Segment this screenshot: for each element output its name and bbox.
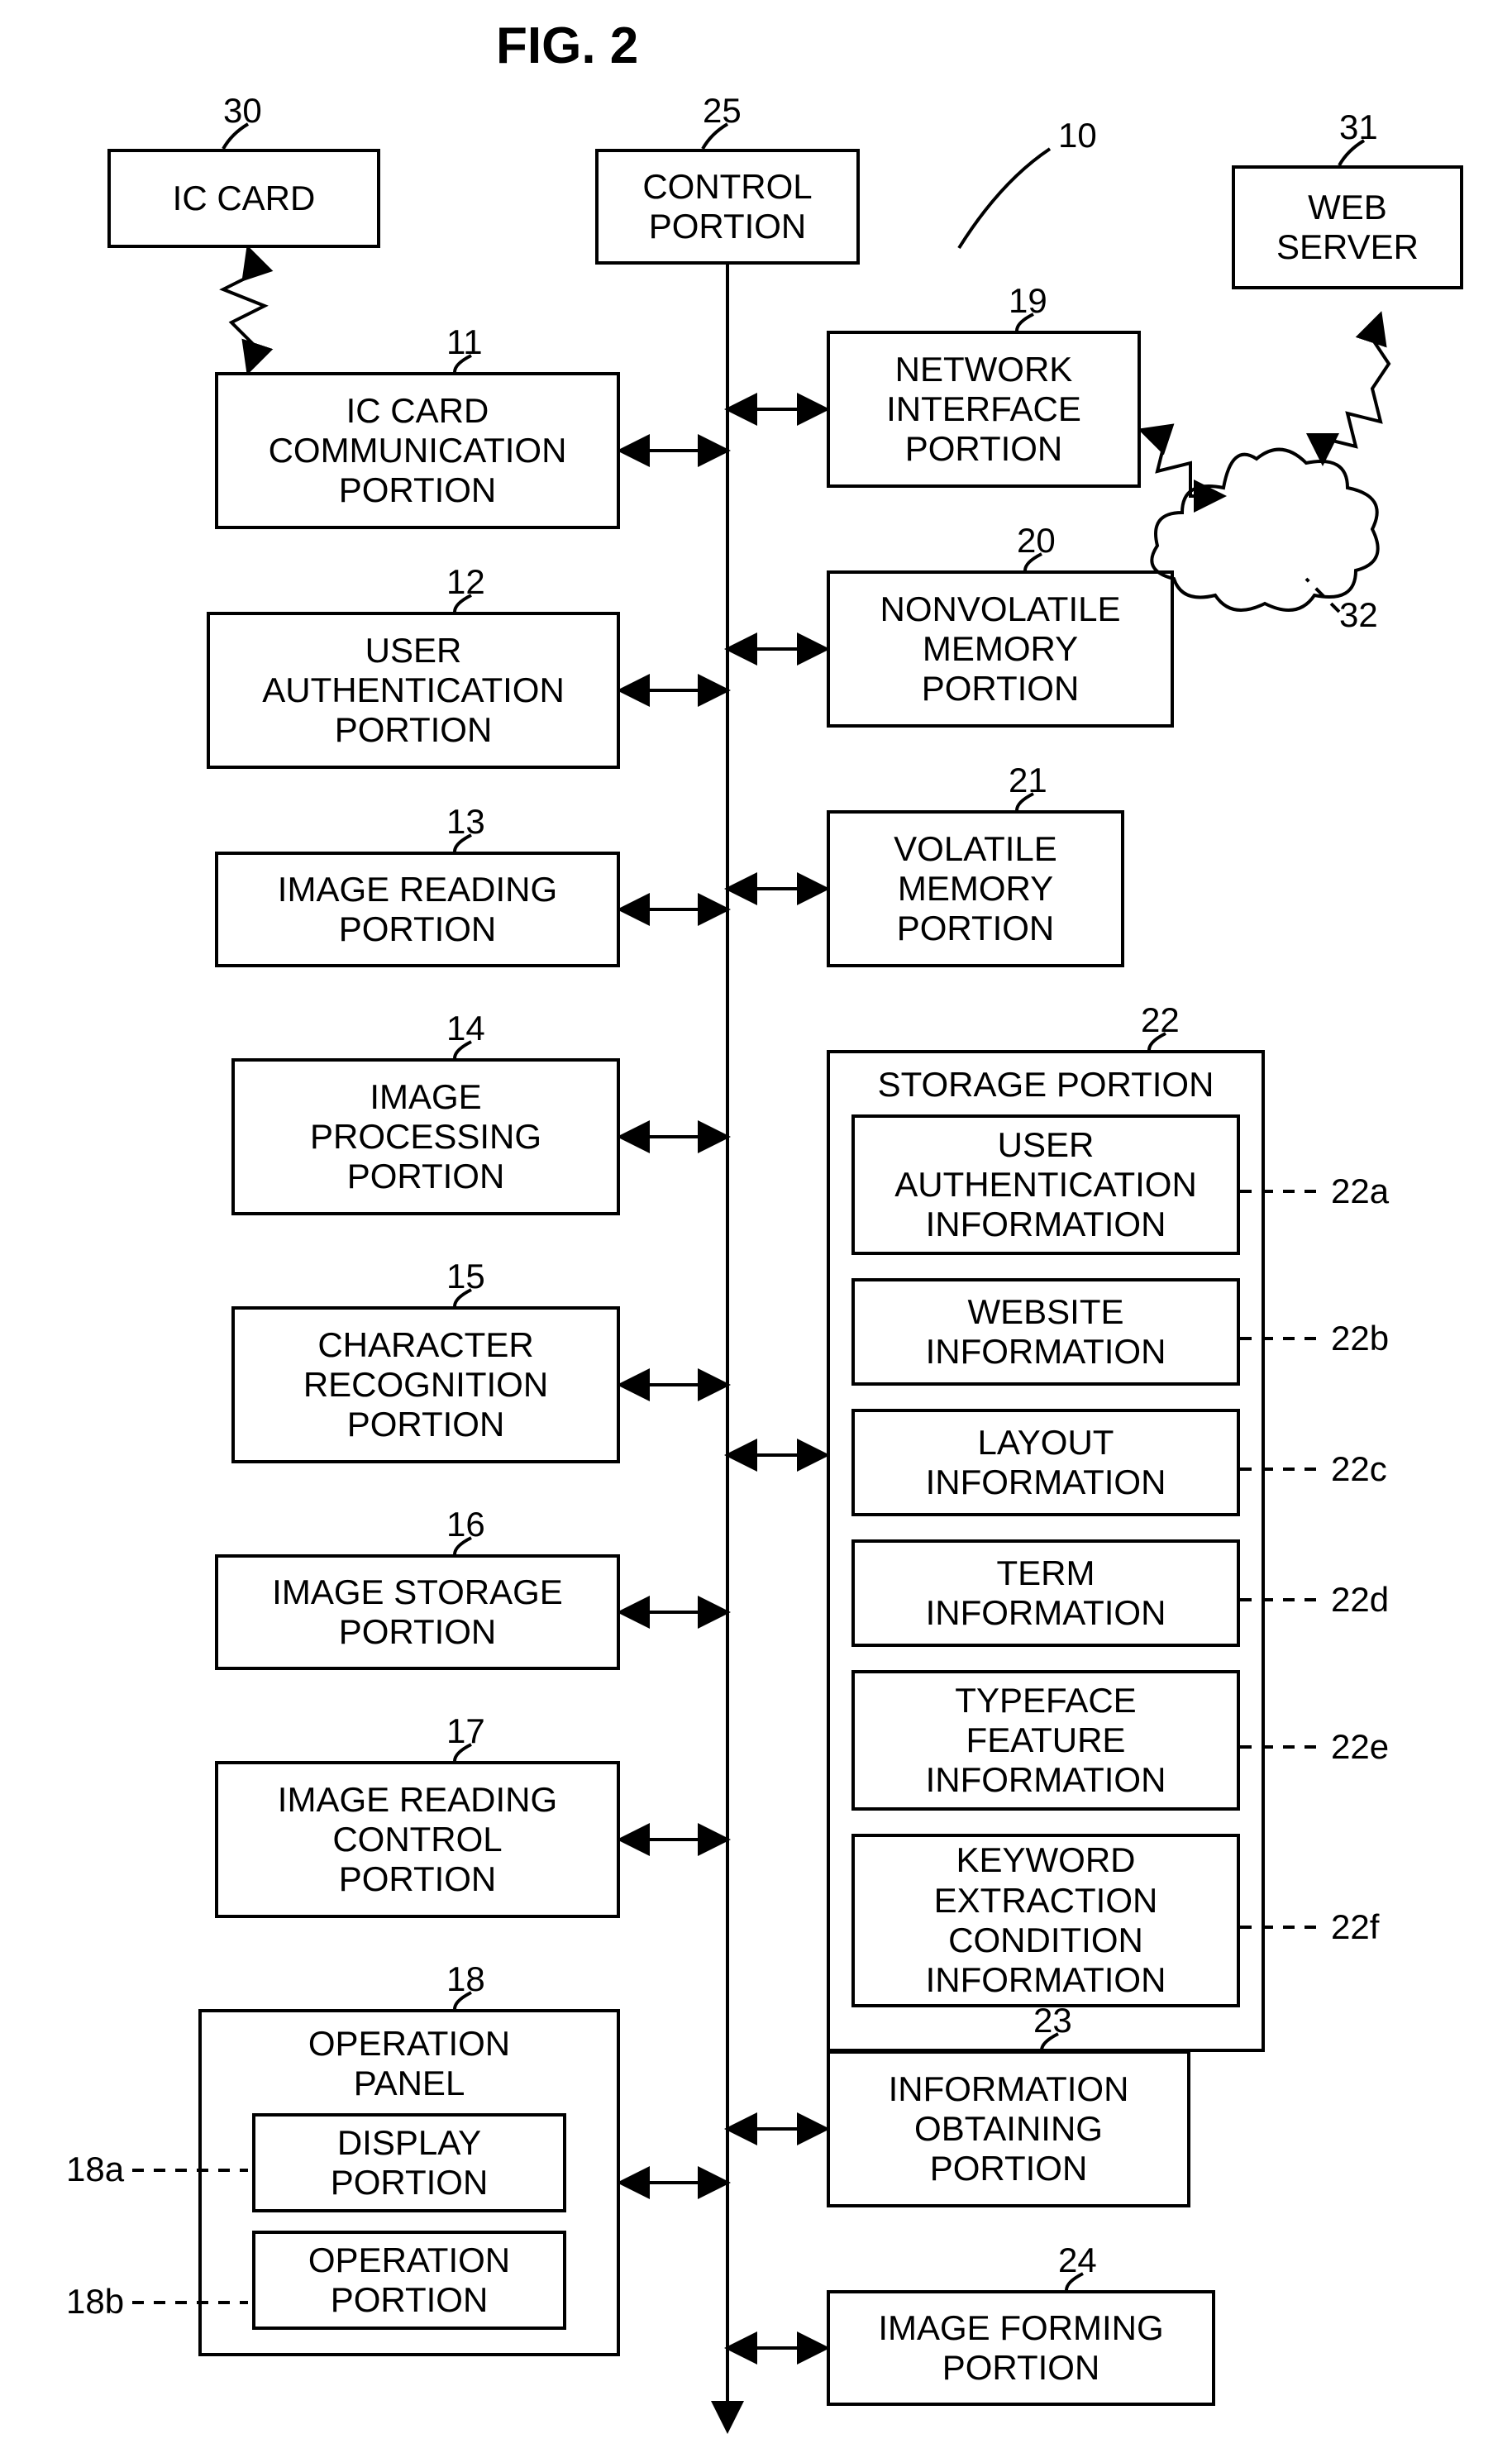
- storage-item-ref: 22c: [1331, 1449, 1387, 1489]
- box-image-processing: IMAGE PROCESSING PORTION: [231, 1058, 620, 1215]
- ref-cloud: 32: [1339, 595, 1378, 635]
- box-info-obtaining: INFORMATION OBTAINING PORTION: [827, 2050, 1190, 2207]
- ref-web-server: 31: [1339, 107, 1378, 147]
- box-user-auth: USER AUTHENTICATION PORTION: [207, 612, 620, 769]
- ref-image-reading: 13: [446, 802, 485, 842]
- ref-operation-portion: 18b: [66, 2282, 124, 2322]
- storage-item-ref: 22d: [1331, 1580, 1389, 1620]
- diagram-canvas: FIG. 2 IC CARD 30 CONTROL PORTION 25 WEB…: [0, 0, 1512, 2453]
- ref-nonvolatile-mem: 20: [1017, 521, 1056, 561]
- box-control-portion: CONTROL PORTION: [595, 149, 860, 265]
- ref-op-panel: 18: [446, 1959, 485, 1999]
- box-image-storage: IMAGE STORAGE PORTION: [215, 1554, 620, 1670]
- storage-item-ref: 22a: [1331, 1172, 1389, 1211]
- storage-item: WEBSITE INFORMATION: [851, 1278, 1240, 1386]
- figure-title: FIG. 2: [496, 17, 638, 75]
- storage-item-ref: 22f: [1331, 1907, 1379, 1947]
- ref-network-if: 19: [1009, 281, 1047, 321]
- box-char-recognition: CHARACTER RECOGNITION PORTION: [231, 1306, 620, 1463]
- ref-info-obtaining: 23: [1033, 2001, 1072, 2040]
- storage-item: LAYOUT INFORMATION: [851, 1409, 1240, 1516]
- ref-char-recognition: 15: [446, 1257, 485, 1296]
- box-operation-portion: OPERATION PORTION: [252, 2231, 566, 2330]
- ref-image-processing: 14: [446, 1009, 485, 1048]
- ref-storage: 22: [1141, 1000, 1180, 1040]
- box-nonvolatile-mem: NONVOLATILE MEMORY PORTION: [827, 570, 1174, 728]
- ref-ic-card-comm: 11: [446, 322, 483, 362]
- ref-volatile-mem: 21: [1009, 761, 1047, 800]
- ref-image-forming: 24: [1058, 2241, 1097, 2280]
- ref-system: 10: [1058, 116, 1097, 155]
- box-ic-card: IC CARD: [107, 149, 380, 248]
- storage-item-ref: 22b: [1331, 1319, 1389, 1358]
- ref-ic-card: 30: [223, 91, 262, 131]
- box-image-reading: IMAGE READING PORTION: [215, 852, 620, 967]
- ref-image-storage: 16: [446, 1505, 485, 1544]
- storage-title: STORAGE PORTION: [845, 1065, 1247, 1105]
- box-ic-card-comm: IC CARD COMMUNICATION PORTION: [215, 372, 620, 529]
- container-operation-panel: OPERATION PANEL DISPLAY PORTION OPERATIO…: [198, 2009, 620, 2356]
- container-storage-portion: STORAGE PORTION USER AUTHENTICATION INFO…: [827, 1050, 1265, 2052]
- storage-item-ref: 22e: [1331, 1727, 1389, 1767]
- storage-item: TYPEFACE FEATURE INFORMATION: [851, 1670, 1240, 1811]
- op-panel-title: OPERATION PANEL: [217, 2024, 602, 2103]
- storage-item: TERM INFORMATION: [851, 1539, 1240, 1647]
- box-network-if: NETWORK INTERFACE PORTION: [827, 331, 1141, 488]
- box-volatile-mem: VOLATILE MEMORY PORTION: [827, 810, 1124, 967]
- storage-item: KEYWORD EXTRACTION CONDITION INFORMATION: [851, 1834, 1240, 2007]
- ref-user-auth: 12: [446, 562, 485, 602]
- ref-display-portion: 18a: [66, 2150, 124, 2189]
- ref-control-portion: 25: [703, 91, 742, 131]
- box-img-read-ctrl: IMAGE READING CONTROL PORTION: [215, 1761, 620, 1918]
- cloud-icon: [1152, 450, 1377, 610]
- ref-img-read-ctrl: 17: [446, 1711, 485, 1751]
- box-web-server: WEB SERVER: [1232, 165, 1463, 289]
- storage-item: USER AUTHENTICATION INFORMATION: [851, 1114, 1240, 1255]
- box-image-forming: IMAGE FORMING PORTION: [827, 2290, 1215, 2406]
- box-display-portion: DISPLAY PORTION: [252, 2113, 566, 2212]
